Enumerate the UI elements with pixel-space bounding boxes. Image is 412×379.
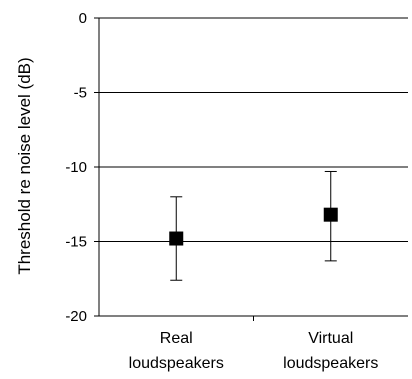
y-ticks: 0 -5 -10 -15 -20 <box>65 10 99 325</box>
gridlines <box>99 17 408 242</box>
x-category-label-line2: loudspeakers <box>129 355 224 372</box>
y-tick-label: -10 <box>65 159 87 176</box>
y-tick-label: -15 <box>65 234 87 251</box>
y-axis-label: Threshold re noise level (dB) <box>15 57 34 274</box>
y-tick-label: -20 <box>65 308 87 325</box>
y-tick-label: -5 <box>74 85 87 102</box>
x-category-label-line2: loudspeakers <box>283 355 378 372</box>
x-category-label-line1: Virtual <box>308 330 353 347</box>
y-tick-label: 0 <box>79 10 87 27</box>
data-point <box>169 231 184 246</box>
x-category-label-line1: Real <box>160 330 193 347</box>
data-point <box>323 207 338 222</box>
data-marks <box>169 170 338 281</box>
x-categories: Real loudspeakers Virtual loudspeakers <box>129 316 378 372</box>
